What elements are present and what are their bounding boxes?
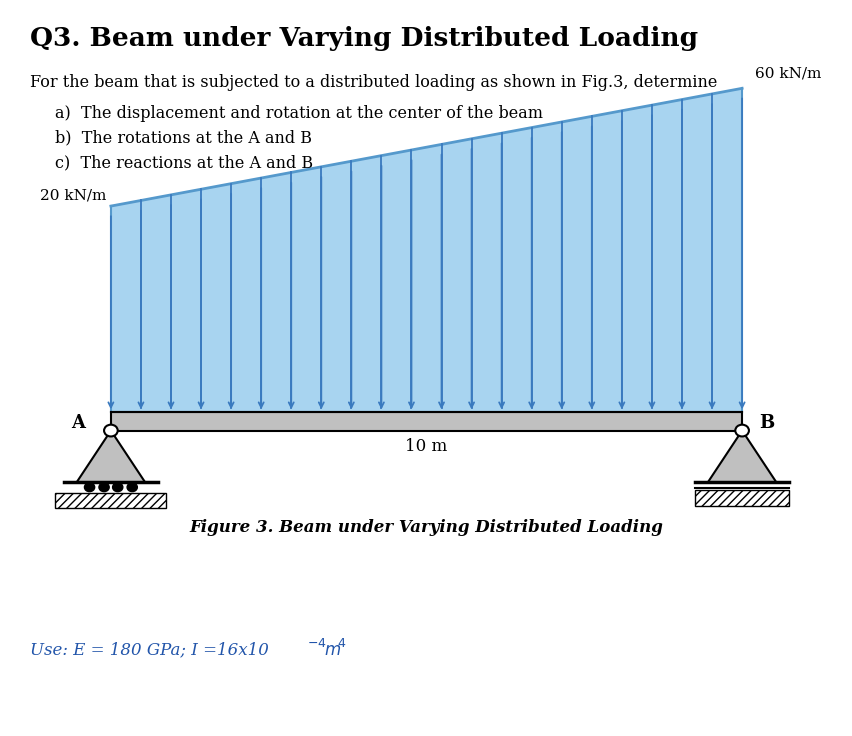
Circle shape xyxy=(112,483,123,492)
FancyBboxPatch shape xyxy=(111,412,741,431)
Text: b)  The rotations at the A and B: b) The rotations at the A and B xyxy=(55,130,312,146)
Text: a)  The displacement and rotation at the center of the beam: a) The displacement and rotation at the … xyxy=(55,105,543,121)
Text: B: B xyxy=(758,414,774,432)
Text: 10 m: 10 m xyxy=(405,437,447,455)
Text: Figure 3. Beam under Varying Distributed Loading: Figure 3. Beam under Varying Distributed… xyxy=(189,519,663,536)
Text: For the beam that is subjected to a distributed loading as shown in Fig.3, deter: For the beam that is subjected to a dist… xyxy=(30,74,717,91)
Polygon shape xyxy=(111,88,741,412)
Circle shape xyxy=(84,483,95,492)
Text: A: A xyxy=(72,414,85,432)
Bar xyxy=(694,490,788,506)
Text: $-4$: $-4$ xyxy=(307,637,326,650)
Text: 20 kN/m: 20 kN/m xyxy=(40,188,106,202)
Polygon shape xyxy=(707,431,775,482)
Text: Q3. Beam under Varying Distributed Loading: Q3. Beam under Varying Distributed Loadi… xyxy=(30,26,697,51)
Text: Use: E = 180 GPa; I =16x10: Use: E = 180 GPa; I =16x10 xyxy=(30,642,268,659)
Text: c)  The reactions at the A and B: c) The reactions at the A and B xyxy=(55,155,314,171)
Polygon shape xyxy=(77,431,145,482)
Text: $m$: $m$ xyxy=(324,642,341,659)
Circle shape xyxy=(127,483,137,492)
Bar xyxy=(55,493,166,508)
Text: $4$: $4$ xyxy=(337,637,346,650)
Circle shape xyxy=(734,425,748,436)
Text: 60 kN/m: 60 kN/m xyxy=(754,67,820,81)
Circle shape xyxy=(104,425,118,436)
Circle shape xyxy=(99,483,109,492)
